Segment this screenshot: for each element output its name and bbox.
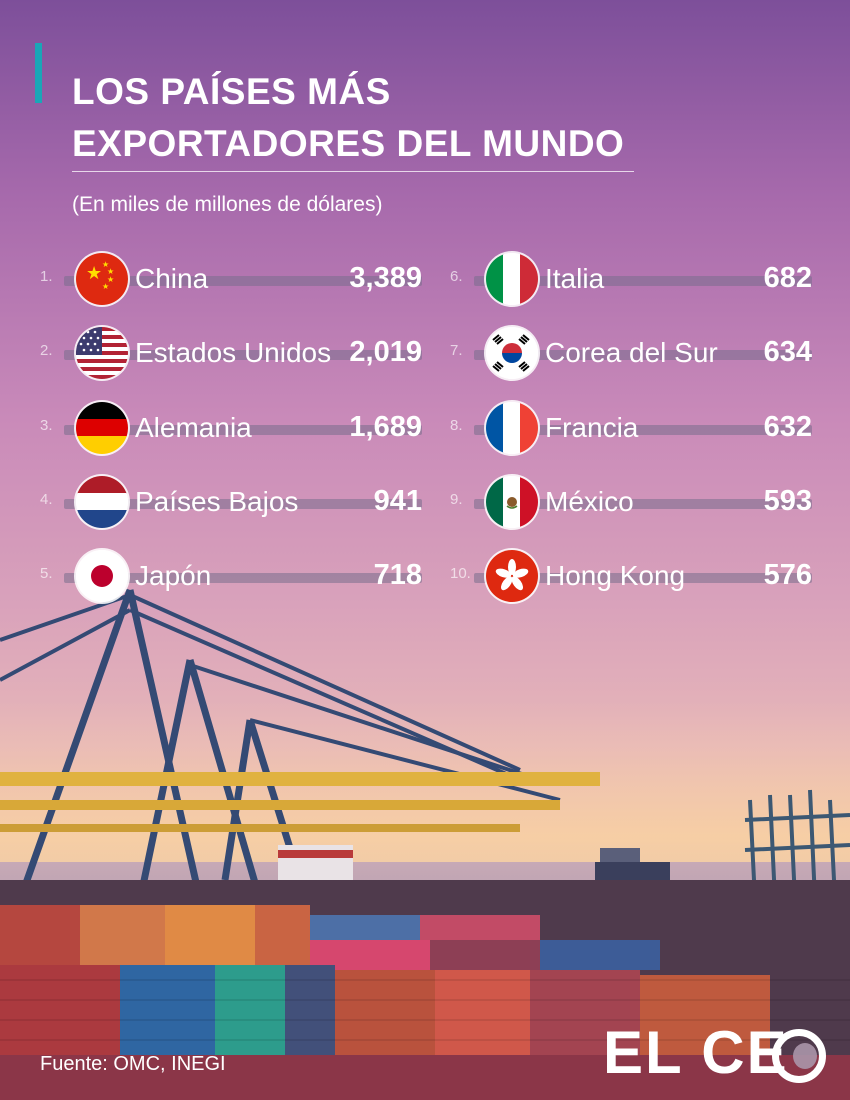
ranking-row-5: 5. Japón 718 — [40, 549, 422, 603]
svg-text:★: ★ — [107, 267, 114, 276]
title-line-2: EXPORTADORES DEL MUNDO — [72, 123, 625, 164]
export-value: 632 — [763, 411, 812, 443]
france-flag-icon — [486, 402, 538, 454]
row-track-bar — [474, 276, 812, 286]
country-name: Francia — [545, 412, 639, 443]
title-accent-bar — [35, 43, 42, 103]
svg-text:★: ★ — [102, 260, 109, 269]
hong-kong-flag-icon — [486, 550, 538, 602]
ranking-row-4: 4. Países Bajos 941 — [40, 475, 422, 529]
title-divider — [72, 171, 634, 172]
rank-label: 6. — [450, 268, 463, 285]
source-note: Fuente: OMC, INEGI — [40, 1053, 226, 1075]
export-value: 634 — [763, 336, 812, 368]
ranking-row-8: 8. Francia 632 — [450, 401, 812, 455]
rank-label: 1. — [40, 268, 53, 285]
export-value: 941 — [373, 485, 422, 517]
country-name: Países Bajos — [135, 486, 299, 517]
rank-label: 4. — [40, 491, 53, 508]
country-name: Estados Unidos — [135, 337, 332, 368]
export-value: 682 — [763, 262, 812, 294]
export-value: 593 — [763, 485, 812, 517]
usa-flag-icon — [76, 327, 128, 379]
germany-flag-icon — [76, 402, 128, 454]
export-value: 1,689 — [349, 411, 422, 443]
row-track-bar — [474, 499, 812, 509]
row-track-bar — [474, 425, 812, 435]
svg-text:★: ★ — [107, 275, 114, 284]
rank-label: 10. — [450, 565, 471, 582]
export-value: 2,019 — [349, 336, 422, 368]
ranking-row-2: 2. Estados Unidos 2,019 — [40, 326, 422, 380]
rank-label: 8. — [450, 417, 463, 434]
rank-label: 3. — [40, 417, 53, 434]
country-name: Alemania — [135, 412, 252, 443]
japan-flag-icon — [76, 550, 128, 602]
country-name: Corea del Sur — [545, 337, 718, 368]
italy-flag-icon — [486, 253, 538, 305]
export-value: 718 — [373, 559, 422, 591]
rank-label: 9. — [450, 491, 463, 508]
mexico-flag-icon — [486, 476, 538, 528]
row-track-bar — [474, 350, 812, 360]
china-flag-icon: ★ ★ ★ ★ ★ — [76, 253, 128, 305]
ranking-row-7: 7. Corea del Sur 634 — [450, 326, 812, 380]
row-track-bar — [64, 499, 422, 509]
rank-label: 5. — [40, 565, 53, 582]
brand-logo-o-mark — [772, 1029, 826, 1083]
country-name: Japón — [135, 560, 212, 591]
page-title: LOS PAÍSES MÁS EXPORTADORES DEL MUNDO — [72, 66, 624, 170]
svg-text:★: ★ — [86, 263, 102, 284]
row-track-bar — [64, 276, 422, 286]
country-name: China — [135, 263, 209, 294]
rank-label: 2. — [40, 342, 53, 359]
ranking-row-6: 6. Italia 682 — [450, 252, 812, 306]
country-name: Italia — [545, 263, 605, 294]
rank-label: 7. — [450, 342, 463, 359]
export-value: 3,389 — [349, 262, 422, 294]
netherlands-flag-icon — [76, 476, 128, 528]
country-name: Hong Kong — [545, 560, 686, 591]
south-korea-flag-icon — [486, 327, 538, 379]
country-name: México — [545, 486, 634, 517]
row-track-bar — [64, 573, 422, 583]
export-value: 576 — [763, 559, 812, 591]
ranking-row-1: 1. ★ ★ ★ ★ ★ China 3,389 — [40, 252, 422, 306]
row-track-bar — [64, 425, 422, 435]
row-track-bar — [474, 573, 812, 583]
chart-subtitle: (En miles de millones de dólares) — [72, 193, 383, 216]
ranking-row-9: 9. México 593 — [450, 475, 812, 529]
row-track-bar — [64, 350, 422, 360]
brand-logo: EL CE — [603, 1019, 789, 1086]
ranking-row-3: 3. Alemania 1,689 — [40, 401, 422, 455]
ranking-row-10: 10. Hong Kong 576 — [450, 549, 812, 603]
title-line-1: LOS PAÍSES MÁS — [72, 71, 391, 112]
svg-text:★: ★ — [102, 282, 109, 291]
